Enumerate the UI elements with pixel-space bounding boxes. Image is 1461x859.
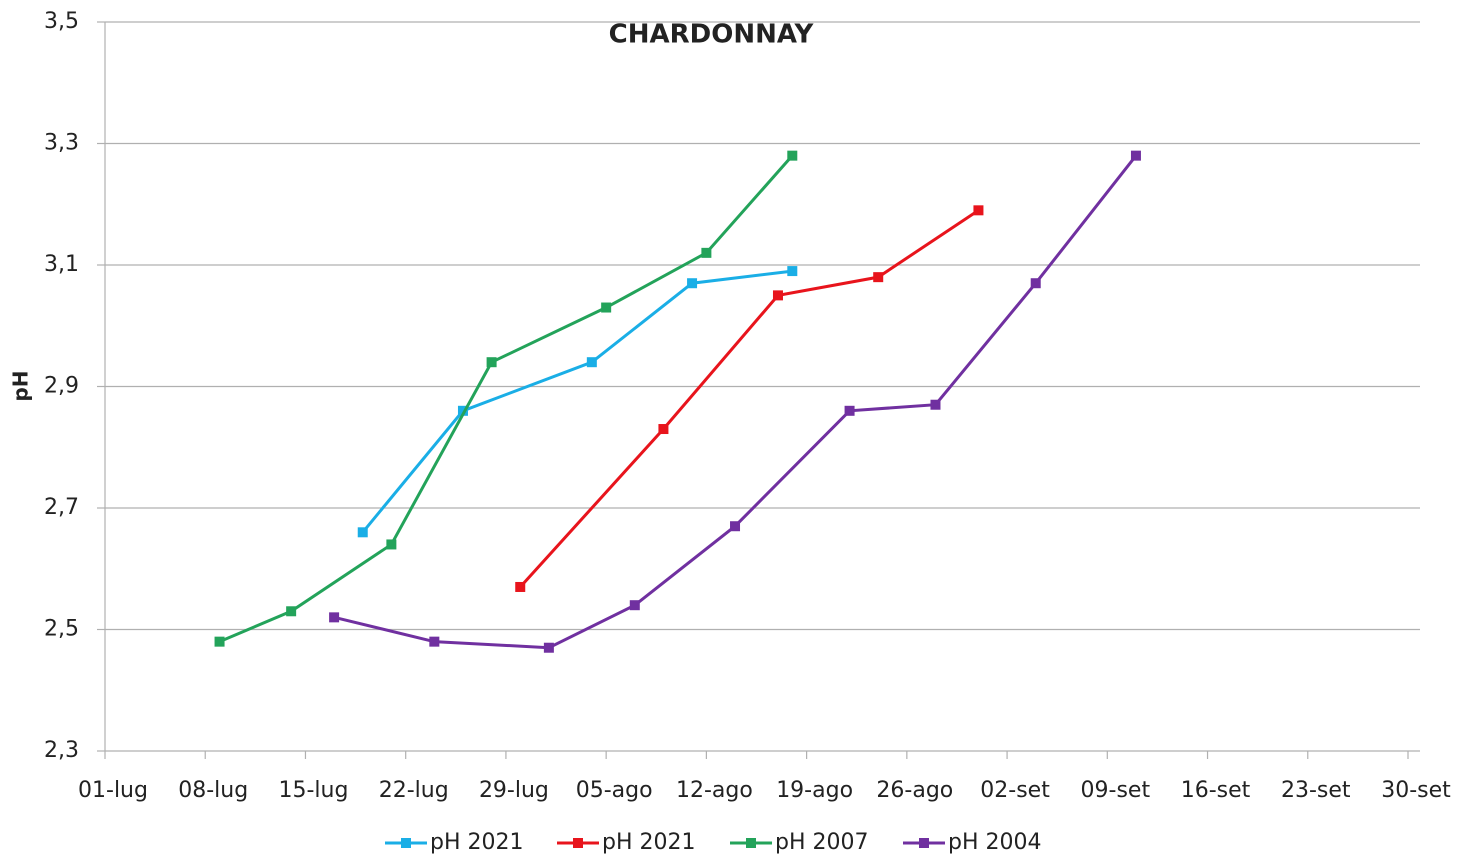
data-point [586, 357, 597, 368]
legend-label: pH 2004 [948, 830, 1042, 855]
data-point [687, 278, 698, 289]
data-point [772, 290, 783, 301]
x-tick-label: 02-set [980, 778, 1050, 803]
series-line [218, 154, 794, 644]
y-tick-label: 2,5 [44, 617, 79, 642]
data-point [973, 205, 984, 216]
series-line [333, 154, 1138, 650]
data-point [1130, 150, 1141, 161]
x-tick-label: 23-set [1281, 778, 1351, 803]
data-point [486, 357, 497, 368]
data-point [386, 539, 397, 550]
y-axis-label: pH [9, 370, 33, 401]
data-point [844, 405, 855, 416]
legend-label: pH 2021 [430, 830, 524, 855]
data-point [457, 405, 468, 416]
series-line [519, 209, 980, 588]
series-line [361, 269, 793, 534]
y-tick-label: 3,5 [44, 9, 79, 34]
legend-label: pH 2007 [775, 830, 869, 855]
y-tick-label: 2,3 [44, 738, 79, 763]
x-tick-label: 12-ago [676, 778, 753, 803]
chart-title: CHARDONNAY [609, 20, 815, 50]
data-point [286, 606, 297, 617]
data-point [429, 636, 440, 647]
data-point [787, 266, 798, 277]
x-tick-label: 15-lug [278, 778, 348, 803]
legend-marker [573, 838, 583, 848]
legend-label: pH 2021 [602, 830, 696, 855]
x-tick-label: 30-set [1381, 778, 1451, 803]
data-point [515, 581, 526, 592]
data-point [873, 272, 884, 283]
data-point [730, 521, 741, 532]
data-point [214, 636, 225, 647]
data-point [543, 642, 554, 653]
data-point [329, 612, 340, 623]
data-point [701, 247, 712, 258]
data-point [1030, 278, 1041, 289]
legend-marker [919, 838, 929, 848]
data-point [629, 600, 640, 611]
x-tick-label: 01-lug [78, 778, 148, 803]
x-tick-label: 16-set [1181, 778, 1251, 803]
legend-marker [746, 838, 756, 848]
data-point [787, 150, 798, 161]
data-point [658, 424, 669, 435]
x-tick-label: 05-ago [576, 778, 653, 803]
x-tick-label: 09-set [1081, 778, 1151, 803]
x-tick-label: 19-ago [776, 778, 853, 803]
data-point [601, 302, 612, 313]
y-tick-label: 2,9 [44, 374, 79, 399]
x-tick-label: 08-lug [178, 778, 248, 803]
y-tick-label: 2,7 [44, 495, 79, 520]
x-tick-label: 22-lug [379, 778, 449, 803]
x-tick-label: 26-ago [876, 778, 953, 803]
y-tick-label: 3,3 [44, 131, 79, 156]
x-tick-label: 29-lug [479, 778, 549, 803]
legend-marker [401, 838, 411, 848]
y-tick-label: 3,1 [44, 252, 79, 277]
data-point [357, 527, 368, 538]
data-point [930, 399, 941, 410]
